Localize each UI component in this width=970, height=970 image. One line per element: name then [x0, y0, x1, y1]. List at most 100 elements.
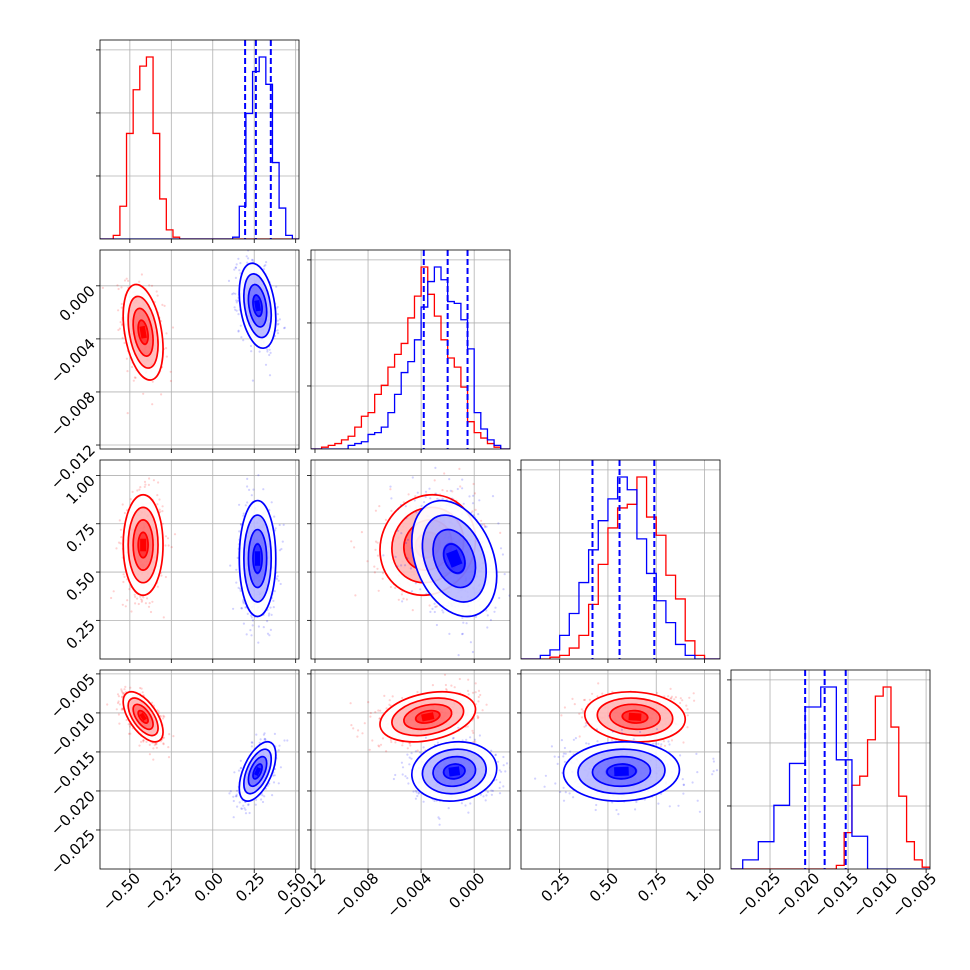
scatter-point	[165, 355, 168, 358]
scatter-point	[122, 580, 125, 584]
scatter-point	[133, 376, 136, 379]
scatter-point	[410, 590, 414, 593]
contour-line	[137, 319, 149, 346]
scatter-point	[234, 266, 237, 269]
scatter-point	[481, 523, 484, 526]
scatter-point	[110, 596, 113, 600]
scatter-point	[157, 481, 160, 484]
scatter-point	[467, 693, 470, 696]
scatter-point	[151, 380, 154, 383]
y-tick-label: 0.25	[62, 617, 98, 653]
scatter-point	[164, 575, 167, 579]
scatter-point	[436, 497, 439, 500]
scatter-point	[118, 722, 121, 725]
scatter-point	[268, 634, 271, 637]
scatter-point	[429, 610, 432, 613]
scatter-point	[172, 735, 175, 738]
scatter-point	[262, 268, 266, 271]
scatter-point	[249, 629, 252, 632]
scatter-point	[162, 714, 165, 717]
scatter-point	[400, 564, 403, 567]
scatter-point	[138, 488, 141, 491]
scatter-point	[117, 695, 120, 698]
scatter-point	[269, 628, 272, 631]
scatter-point	[481, 709, 484, 712]
scatter-point	[127, 279, 130, 282]
scatter-point	[272, 599, 275, 602]
scatter-point	[406, 538, 410, 541]
scatter-point	[236, 556, 239, 559]
panel-frame	[99, 459, 300, 660]
scatter-point	[494, 606, 497, 609]
scatter-point	[126, 599, 129, 602]
scatter-point	[275, 285, 278, 288]
scatter-point	[485, 703, 488, 706]
scatter-point	[449, 489, 452, 492]
density-peak	[140, 538, 147, 552]
scatter-point	[277, 782, 280, 785]
scatter-point	[257, 474, 260, 477]
scatter-point	[281, 540, 284, 543]
x-tick-label: 0.00	[191, 869, 227, 905]
contour-line	[238, 262, 277, 350]
scatter-point	[257, 625, 260, 628]
contour-line	[252, 294, 263, 318]
scatter-panel-3-1	[307, 669, 511, 873]
scatter-point	[374, 711, 377, 714]
scatter-point	[461, 478, 464, 481]
scatter-point	[235, 263, 238, 266]
scatter-point	[163, 304, 166, 307]
scatter-point	[119, 321, 122, 324]
scatter-point	[148, 477, 151, 480]
scatter-point	[376, 554, 379, 557]
scatter-point	[156, 503, 159, 506]
scatter-point	[115, 547, 118, 550]
scatter-point	[232, 816, 235, 819]
scatter-point	[237, 769, 241, 772]
scatter-point	[419, 588, 422, 591]
scatter-point	[142, 739, 145, 742]
scatter-point	[232, 292, 235, 295]
scatter-point	[251, 624, 254, 627]
density-peak	[139, 325, 147, 339]
scatter-point	[277, 579, 280, 582]
scatter-point	[121, 336, 124, 339]
scatter-panel-3-0	[96, 669, 300, 873]
scatter-point	[376, 541, 379, 544]
scatter-point	[129, 725, 132, 728]
scatter-point	[411, 476, 414, 479]
scatter-point	[146, 597, 149, 600]
scatter-point	[453, 686, 456, 689]
panel-frame	[310, 249, 511, 450]
scatter-point	[125, 718, 128, 722]
scatter-point	[242, 339, 245, 342]
scatter-point	[262, 488, 265, 491]
scatter-point	[413, 499, 416, 502]
scatter-point	[127, 732, 131, 735]
scatter-point	[381, 572, 385, 575]
scatter-point	[118, 327, 121, 330]
scatter-point	[404, 541, 408, 545]
scatter-point	[503, 573, 506, 576]
scatter-point	[237, 330, 240, 333]
scatter-point	[448, 478, 451, 481]
scatter-point	[234, 266, 238, 269]
scatter-point	[239, 523, 243, 526]
scatter-point	[250, 745, 253, 748]
scatter-point	[275, 577, 279, 580]
scatter-point	[251, 619, 254, 622]
scatter-point	[250, 616, 253, 619]
scatter-point	[474, 615, 477, 618]
scatter-point	[165, 347, 168, 350]
scatter-point	[263, 265, 266, 268]
scatter-point	[227, 279, 231, 282]
scatter-point	[405, 517, 408, 520]
scatter-point	[236, 299, 240, 302]
scatter-point	[152, 758, 155, 761]
scatter-point	[374, 540, 378, 543]
scatter-point	[363, 722, 366, 725]
scatter-point	[255, 733, 258, 736]
scatter-point	[123, 279, 127, 282]
scatter-point	[235, 301, 238, 304]
scatter-point	[488, 666, 490, 668]
